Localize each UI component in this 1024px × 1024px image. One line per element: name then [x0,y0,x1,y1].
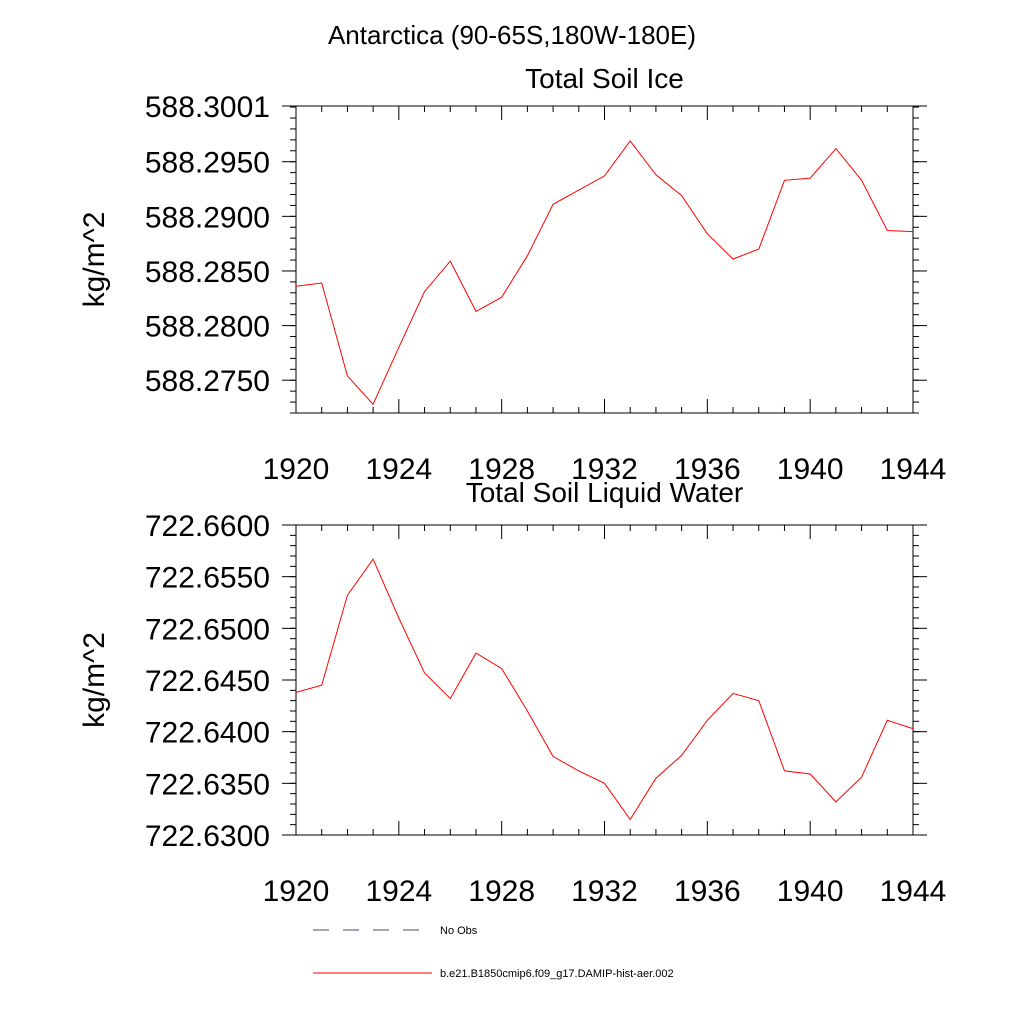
panel-title: Total Soil Ice [525,63,684,94]
x-tick-label: 1924 [365,875,432,908]
y-tick-label: 722.6600 [145,510,270,543]
x-tick-label: 1932 [571,453,638,486]
y-tick-label: 588.3001 [145,91,270,124]
y-tick-label: 722.6500 [145,613,270,646]
y-tick-label: 722.6450 [145,665,270,698]
x-tick-label: 1940 [777,453,844,486]
y-tick-label: 722.6350 [145,768,270,801]
y-tick-label: 722.6300 [145,820,270,853]
y-tick-label: 722.6400 [145,717,270,750]
y-axis-label: kg/m^2 [78,632,111,728]
legend: No Obs b.e21.B1850cmip6.f09_g17.DAMIP-hi… [313,925,674,980]
plot-frame [295,524,914,836]
x-tick-label: 1920 [263,453,330,486]
figure-title: Antarctica (90-65S,180W-180E) [328,20,696,50]
x-tick-label: 1944 [880,875,947,908]
y-axis-label: kg/m^2 [78,212,111,308]
legend-label-no-obs: No Obs [440,925,478,937]
panel-total-soil-ice: Total Soil Ice kg/m^2 1920 1924 1928 1932 1936… [78,63,946,486]
y-tick-label: 588.2900 [145,201,270,234]
x-tick-label: 1928 [468,453,535,486]
x-tick-label: 1940 [777,875,844,908]
y-tick-label: 588.2800 [145,311,270,344]
legend-label-model: b.e21.B1850cmip6.f09_g17.DAMIP-hist-aer.… [440,968,674,980]
series-line [295,140,914,406]
y-tick-label: 588.2750 [145,365,270,398]
x-tick-label: 1920 [263,875,330,908]
x-tick-label: 1924 [365,453,432,486]
panel-title: Total Soil Liquid Water [466,477,744,508]
x-tick-label: 1936 [674,875,741,908]
x-tick-label: 1944 [880,453,947,486]
y-tick-label: 588.2950 [145,147,270,180]
x-tick-label: 1932 [571,875,638,908]
y-tick-label: 588.2850 [145,256,270,289]
x-tick-label: 1936 [674,453,741,486]
x-tick-label: 1928 [468,875,535,908]
panel-total-soil-liquid-water: Total Soil Liquid Water kg/m^2 1920 1924 192… [78,477,946,908]
y-tick-label: 722.6550 [145,562,270,595]
series-line [295,558,914,821]
plot-frame [295,105,914,414]
